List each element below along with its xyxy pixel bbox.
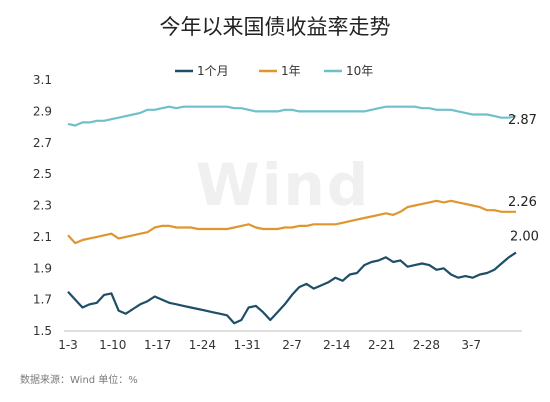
y-tick-label-5: 2.5 bbox=[33, 167, 52, 181]
legend-label-10y: 10年 bbox=[346, 64, 373, 78]
source-note: 数据来源：Wind 单位：% bbox=[20, 373, 138, 386]
x-tick-label-8: 2-28 bbox=[413, 338, 440, 352]
end-label-1: 2.26 bbox=[508, 195, 537, 210]
series-line-2 bbox=[67, 105, 517, 127]
legend-label-1y: 1年 bbox=[281, 64, 301, 78]
series-line-0 bbox=[67, 251, 517, 325]
x-tick-label-2: 1-17 bbox=[144, 338, 171, 352]
x-tick-label-3: 1-24 bbox=[189, 338, 216, 352]
y-tick-label-6: 2.7 bbox=[33, 136, 52, 150]
series-lines bbox=[67, 105, 517, 325]
y-tick-label-7: 2.9 bbox=[33, 104, 52, 118]
end-labels: 2.00 2.26 2.87 bbox=[508, 113, 539, 244]
y-tick-label-4: 2.3 bbox=[33, 199, 52, 213]
y-tick-label-8: 3.1 bbox=[33, 73, 52, 87]
legend: 1个月 1年 10年 bbox=[175, 64, 373, 78]
x-tick-label-6: 2-14 bbox=[323, 338, 350, 352]
chart-title: 今年以来国债收益率走势 bbox=[160, 15, 391, 39]
series-line-1 bbox=[67, 199, 516, 245]
x-tick-label-4: 1-31 bbox=[234, 338, 261, 352]
x-tick-label-9: 3-7 bbox=[461, 338, 481, 352]
y-tick-label-0: 1.5 bbox=[33, 324, 52, 338]
x-tick-label-5: 2-7 bbox=[282, 338, 302, 352]
x-tick-label-7: 2-21 bbox=[368, 338, 395, 352]
x-axis-labels: 1-3 1-10 1-17 1-24 1-31 2-7 2-14 2-21 2-28 3-7 bbox=[58, 338, 481, 352]
y-tick-label-2: 1.9 bbox=[33, 261, 52, 275]
watermark-text: Wind bbox=[196, 151, 371, 219]
end-label-2: 2.87 bbox=[508, 113, 537, 128]
x-tick-label-0: 1-3 bbox=[58, 338, 78, 352]
x-tick-label-1: 1-10 bbox=[99, 338, 126, 352]
end-label-0: 2.00 bbox=[510, 230, 539, 245]
y-tick-label-1: 1.7 bbox=[33, 293, 52, 307]
legend-label-1m: 1个月 bbox=[197, 64, 229, 78]
y-axis-labels: 1.5 1.7 1.9 2.1 2.3 2.5 2.7 2.9 3.1 bbox=[33, 73, 52, 338]
y-tick-label-3: 2.1 bbox=[33, 230, 52, 244]
